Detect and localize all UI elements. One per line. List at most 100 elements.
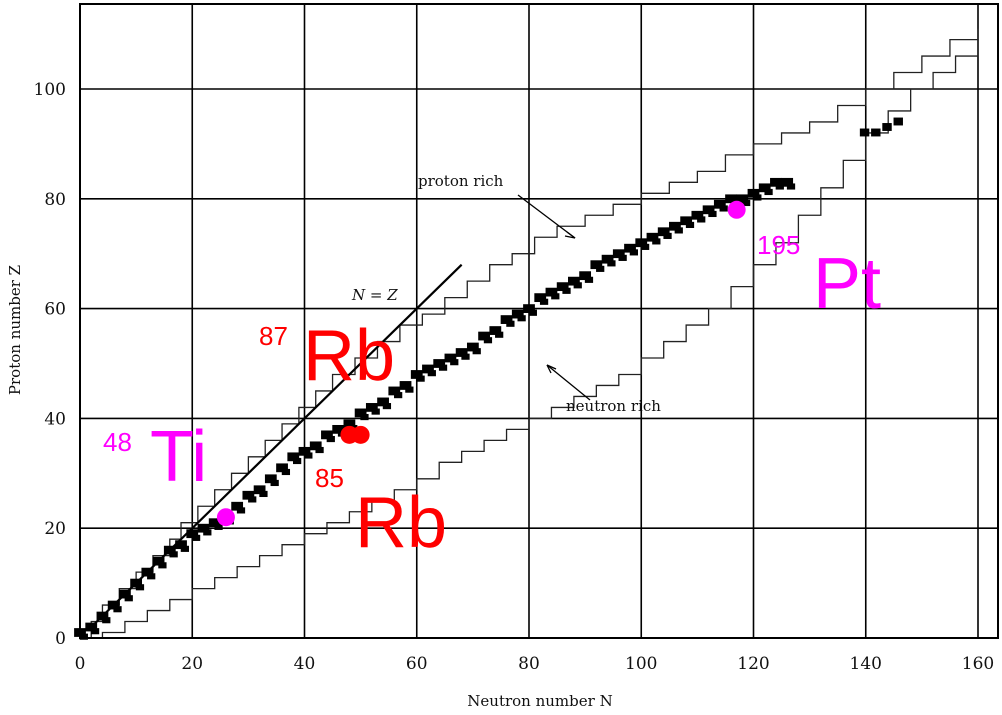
proton-rich-label: proton rich (418, 172, 504, 190)
stable-nuclide-block (741, 199, 751, 207)
y-tick-labels: 0 20 40 60 80 100 (34, 80, 66, 649)
stable-nuclide-block (708, 210, 717, 218)
stable-nuclide-block (495, 331, 504, 338)
stable-nuclide-block (382, 403, 392, 410)
stable-nuclide-block (152, 556, 165, 566)
stable-nuclide-block (298, 446, 311, 456)
region-arrows (517, 194, 591, 401)
label-rb-87: 87 Rb (259, 316, 395, 396)
stable-nuclide-block (601, 254, 614, 264)
stable-nuclide-block (163, 545, 176, 555)
stable-nuclide-block (371, 408, 380, 415)
stable-nuclide-block (786, 183, 796, 190)
stable-nuclide-block (399, 381, 412, 390)
stable-nuclide-block (410, 370, 423, 379)
pt-195-mass: 195 (757, 230, 800, 260)
stable-nuclide-block (354, 408, 367, 418)
stable-nuclide-block (663, 232, 672, 239)
stable-nuclide-block (624, 243, 636, 253)
stable-nuclide-block (281, 468, 291, 476)
stable-nuclide-block (635, 238, 648, 248)
stable-nuclide-block (719, 205, 728, 212)
stable-nuclide-block (416, 375, 425, 382)
y-tick-label: 20 (44, 519, 66, 539)
label-ti-48: 48 Ti (103, 417, 207, 497)
heavy-nuclide-block (893, 117, 903, 126)
rb-85-symbol: Rb (355, 483, 447, 563)
stable-nuclide-block (203, 529, 212, 536)
stable-nuclide-block (264, 474, 277, 484)
stable-nuclide-block (489, 326, 502, 335)
stable-nuclide-block (478, 331, 490, 341)
stable-nuclide-block (102, 617, 111, 624)
stable-nuclide-block (764, 188, 773, 196)
x-tick-label: 0 (75, 654, 86, 674)
stable-nuclide-block (253, 485, 266, 495)
stable-nuclide-block (343, 419, 356, 429)
stable-nuclide-block (646, 232, 659, 242)
heavy-nuclide-block (882, 123, 892, 131)
stable-nuclide-block (680, 216, 693, 226)
stable-nuclide-block (360, 414, 369, 421)
rb-87-mass: 87 (259, 321, 288, 351)
stable-nuclide-block (304, 452, 313, 459)
stable-nuclide-block (309, 441, 322, 451)
stable-nuclide-block (517, 315, 526, 322)
stable-nuclide-block (702, 205, 715, 215)
ti-48-symbol: Ti (150, 417, 207, 497)
stable-nuclide-block (607, 260, 616, 267)
stable-nuclide-block (466, 342, 479, 352)
stable-nuclide-block (450, 359, 459, 366)
stable-nuclide-block (584, 276, 594, 283)
grid (80, 4, 998, 638)
x-tick-label: 40 (294, 654, 316, 674)
x-tick-label: 100 (625, 654, 657, 674)
x-tick-label: 80 (518, 654, 540, 674)
stable-nuclide-block (556, 282, 569, 292)
stable-nuclide-block (321, 430, 333, 440)
stable-nuclide-block (483, 337, 493, 344)
stable-nuclide-block (455, 348, 468, 357)
stable-nuclide-block (534, 293, 547, 303)
stable-nuclide-block (775, 183, 784, 190)
stable-nuclide-block (596, 265, 605, 272)
stable-nuclide-block (332, 424, 345, 434)
stable-nuclide-block (685, 221, 695, 229)
stable-nuclide-block (242, 490, 255, 500)
stable-nuclide-block (124, 595, 133, 602)
stable-nuclide-block (113, 606, 122, 613)
label-pt-195: 195 Pt (757, 230, 881, 324)
rb-85-mass: 85 (315, 463, 344, 493)
y-tick-label: 40 (44, 409, 66, 429)
neutron-drip-line (80, 39, 979, 639)
stable-nuclide-block (276, 463, 288, 473)
stable-nuclide-band (74, 117, 903, 640)
stable-nuclide-block (590, 260, 603, 270)
stable-nuclide-block (96, 611, 109, 621)
stable-nuclide-block (713, 199, 726, 209)
pt-195-symbol: Pt (813, 244, 881, 324)
stable-nuclide-block (270, 479, 279, 487)
stable-nuclide-block (545, 287, 558, 297)
stable-nuclide-block (573, 282, 582, 289)
stable-nuclide-block (669, 221, 681, 231)
stable-nuclide-block (208, 518, 221, 528)
stable-nuclide-block (618, 254, 627, 261)
stable-nuclide-block (287, 452, 300, 462)
plot-frame (79, 3, 999, 639)
stable-nuclide-block (747, 188, 760, 198)
stable-nuclide-block (528, 309, 537, 316)
stable-nuclide-block (674, 227, 683, 234)
stable-nuclide-block (511, 309, 524, 319)
heavy-nuclide-block (859, 128, 870, 137)
stable-nuclide-block (85, 622, 98, 632)
stable-nuclide-block (231, 501, 244, 511)
stable-nuclide-block (640, 243, 650, 250)
stable-nuclide-block (248, 496, 257, 503)
stable-nuclide-block (79, 633, 88, 640)
stable-nuclide-block (186, 529, 199, 539)
stable-nuclide-block (697, 216, 706, 223)
rb-87-symbol: Rb (303, 316, 395, 396)
x-axis-title: Neutron number N (467, 692, 612, 710)
